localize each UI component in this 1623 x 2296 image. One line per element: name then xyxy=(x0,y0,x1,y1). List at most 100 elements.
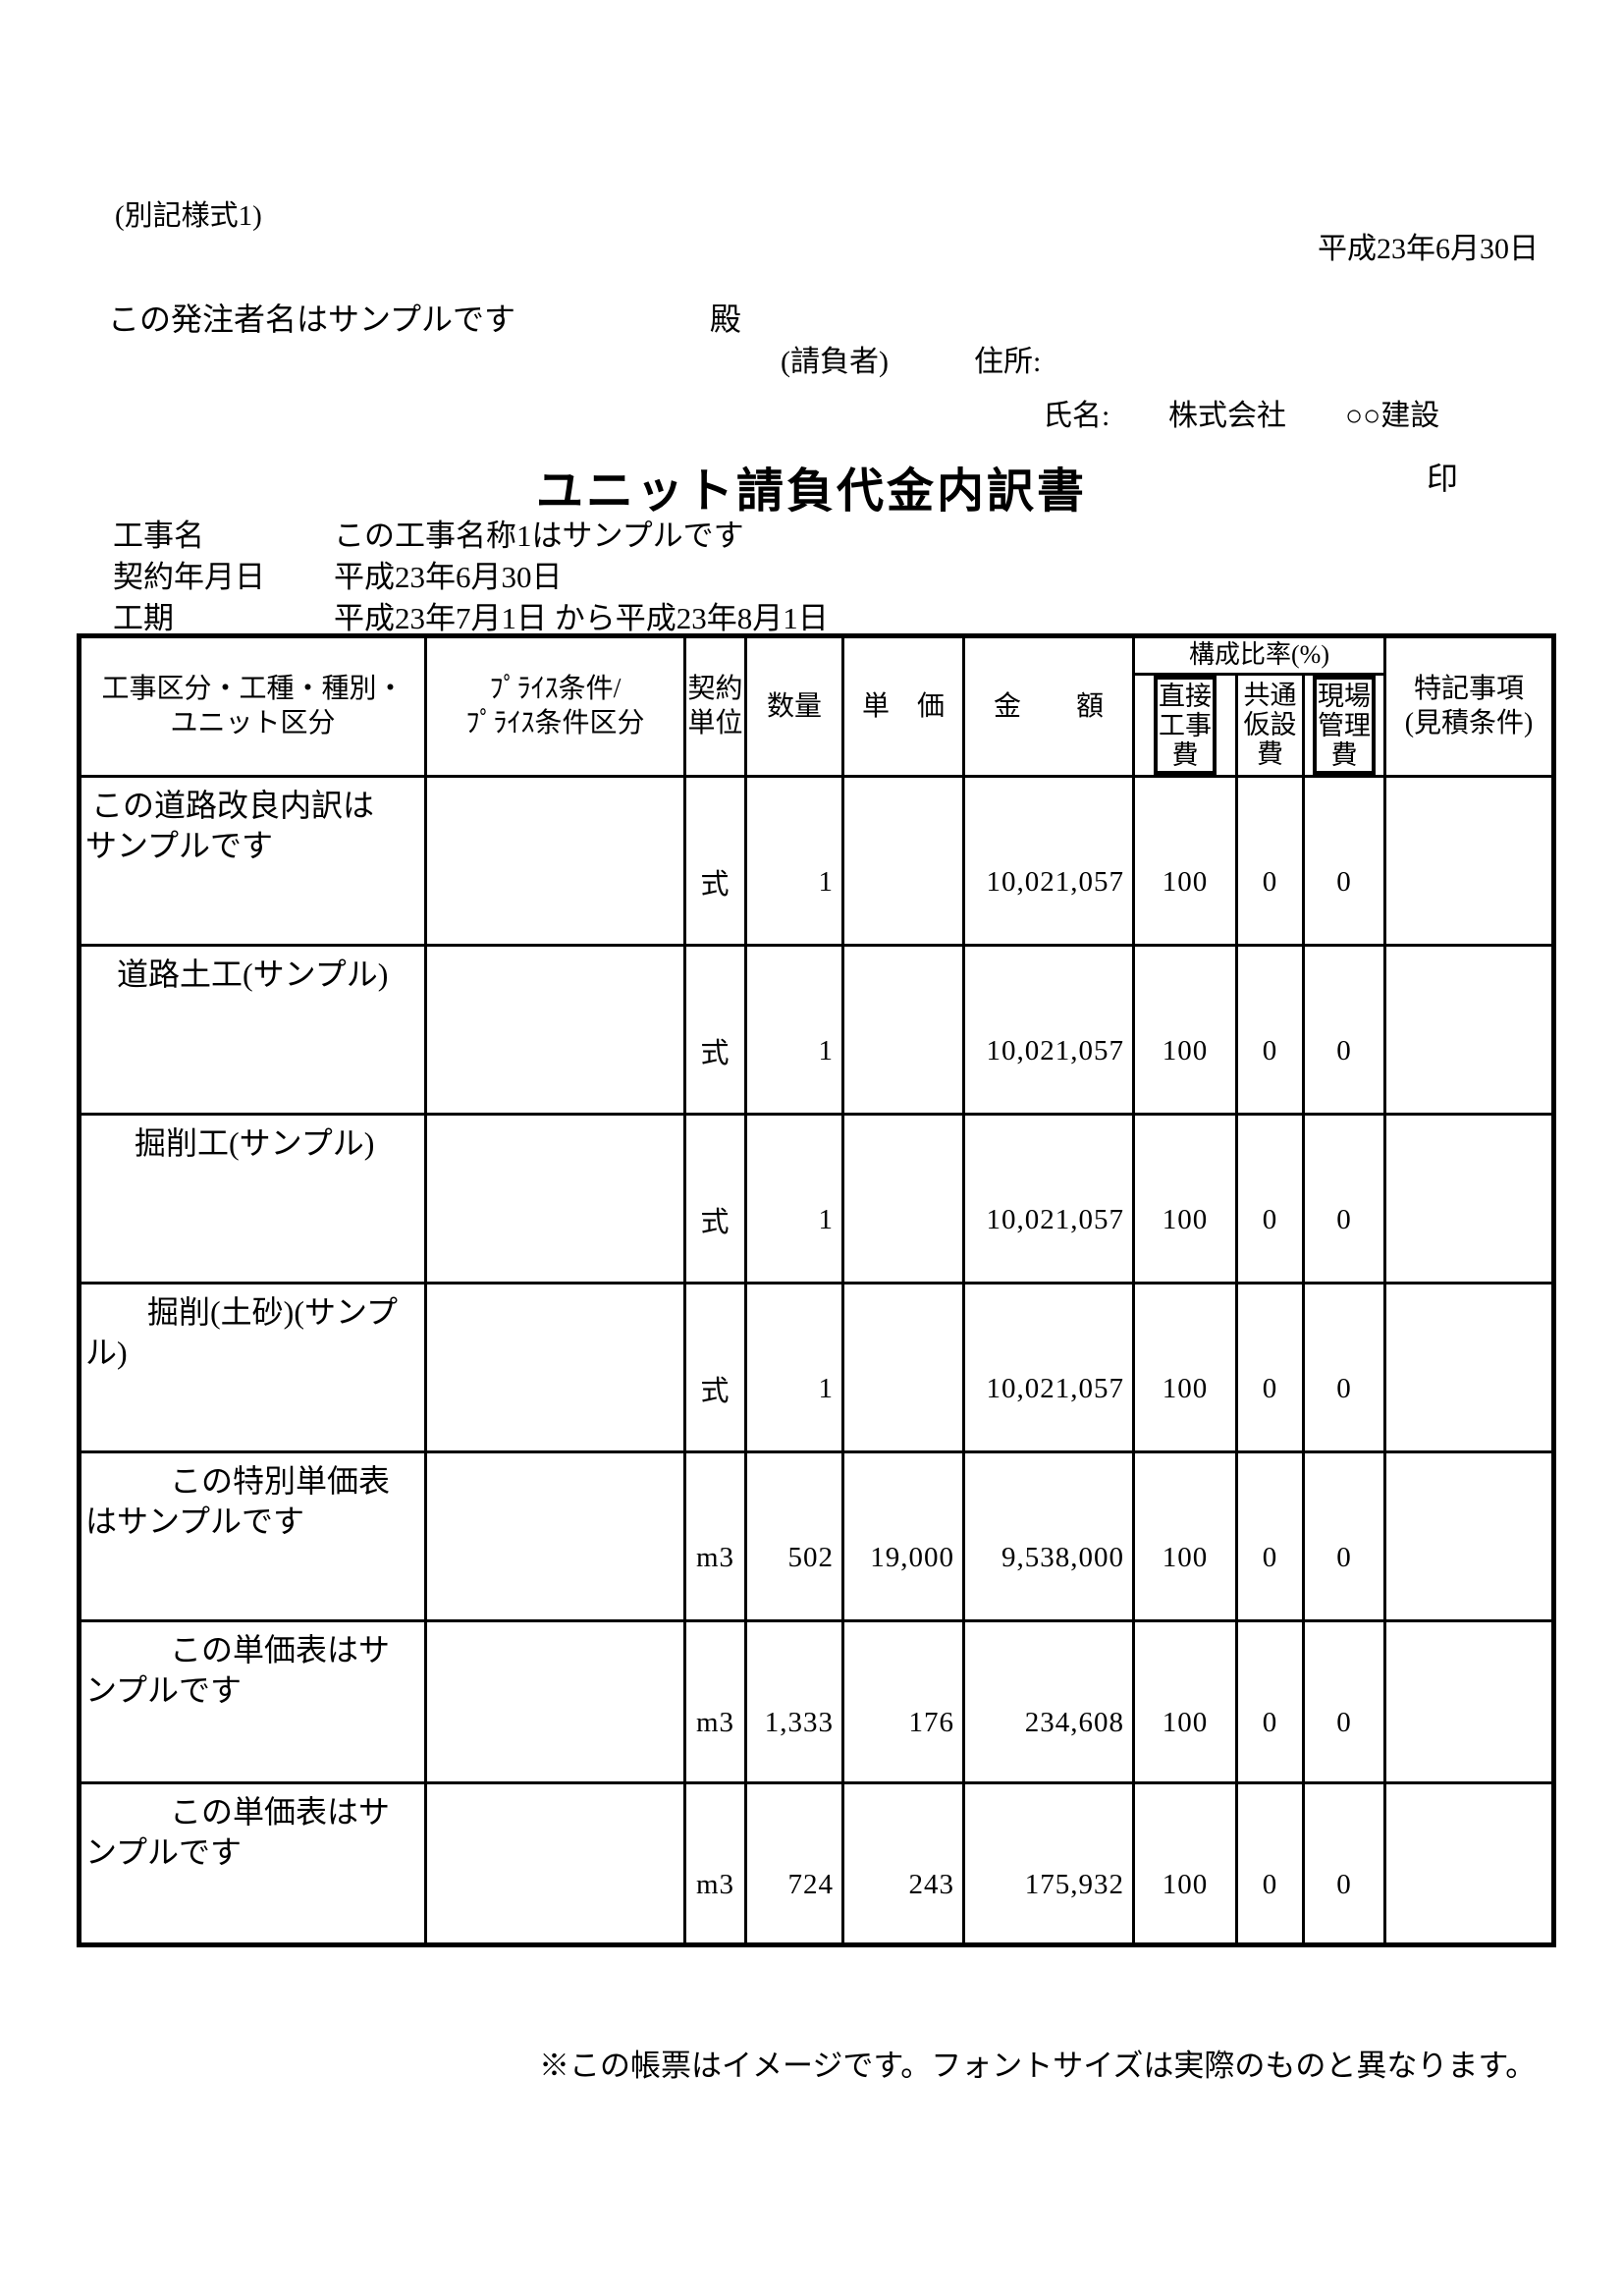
col-header-contract-unit-line1: 契約 xyxy=(687,674,743,705)
contractor-company-type: 株式会社 xyxy=(1168,400,1286,432)
cell-category: この特別単価表はサンプルです xyxy=(78,1449,427,1622)
cell-unit-price: 19,000 xyxy=(841,1449,965,1622)
cell-note xyxy=(1383,1780,1556,1946)
cell-direct-ratio: 100 xyxy=(1132,943,1238,1116)
cell-site-ratio: 0 xyxy=(1301,1449,1387,1622)
issue-date: 平成23年6月30日 xyxy=(1318,233,1539,265)
cell-quantity: 1 xyxy=(744,943,844,1116)
cell-price-condition xyxy=(424,1449,686,1622)
cell-amount: 10,021,057 xyxy=(962,774,1135,947)
cell-site-ratio: 0 xyxy=(1301,774,1387,947)
footer-note: ※この帳票はイメージです。フォントサイズは実際のものと異なります。 xyxy=(539,2049,1537,2083)
address-label: 住所: xyxy=(974,346,1042,378)
table-row: この道路改良内訳はサンプルです 式 1 10,021,057 100 0 0 xyxy=(78,774,1556,947)
cell-unit: m3 xyxy=(683,1618,747,1784)
cell-amount: 10,021,057 xyxy=(962,1281,1135,1453)
cell-unit: 式 xyxy=(683,943,747,1116)
cell-unit: 式 xyxy=(683,1112,747,1285)
col-header-direct-cost: 直接工事費 xyxy=(1132,673,1238,778)
direct-cost-boxed-label: 直接工事費 xyxy=(1154,677,1217,774)
field-value-contract-date: 平成23年6月30日 xyxy=(334,560,563,594)
cell-note xyxy=(1383,774,1556,947)
cell-category: 道路土工(サンプル) xyxy=(78,943,427,1116)
cell-site-ratio: 0 xyxy=(1301,1112,1387,1285)
col-header-notes-line1: 特記事項 xyxy=(1414,674,1525,705)
table-row: この特別単価表はサンプルです m3 502 19,000 9,538,000 1… xyxy=(78,1449,1556,1622)
seal-mark: 印 xyxy=(1427,461,1459,496)
cell-category: この単価表はサンプルです xyxy=(78,1618,427,1784)
cell-unit: 式 xyxy=(683,1281,747,1453)
cell-direct-ratio: 100 xyxy=(1132,1112,1238,1285)
field-value-construction-name: この工事名称1はサンプルです xyxy=(334,519,744,553)
cell-common-ratio: 0 xyxy=(1235,774,1305,947)
cell-unit: 式 xyxy=(683,774,747,947)
field-label-contract-date: 契約年月日 xyxy=(113,560,265,594)
contractor-label: (請負者) xyxy=(781,346,889,378)
table-row: 道路土工(サンプル) 式 1 10,021,057 100 0 0 xyxy=(78,943,1556,1116)
cell-amount: 10,021,057 xyxy=(962,1112,1135,1285)
common-temp-cost-label: 共通仮設費 xyxy=(1243,681,1297,770)
col-header-quantity: 数量 xyxy=(744,634,844,778)
cell-category: この単価表はサンプルです xyxy=(78,1780,427,1946)
addressee-name: この発注者名はサンプルです xyxy=(108,301,516,337)
col-header-price-condition-line1: ﾌﾟﾗｲｽ条件/ xyxy=(489,674,622,705)
field-label-construction-name: 工事名 xyxy=(113,519,204,553)
cell-category: 掘削(土砂)(サンプル) xyxy=(78,1281,427,1453)
addressee-honorific: 殿 xyxy=(710,301,742,337)
col-header-notes-line2: (見積条件) xyxy=(1404,708,1534,739)
cell-direct-ratio: 100 xyxy=(1132,1618,1238,1784)
cell-note xyxy=(1383,1112,1556,1285)
cell-quantity: 1 xyxy=(744,1281,844,1453)
cell-unit-price: 176 xyxy=(841,1618,965,1784)
contractor-company-name: ○○建設 xyxy=(1345,400,1440,432)
cell-site-ratio: 0 xyxy=(1301,1281,1387,1453)
cell-quantity: 1,333 xyxy=(744,1618,844,1784)
cell-note xyxy=(1383,943,1556,1116)
cell-category: 掘削工(サンプル) xyxy=(78,1112,427,1285)
col-header-contract-unit: 契約 単位 xyxy=(683,634,747,778)
cell-price-condition xyxy=(424,1780,686,1946)
col-header-unit-price: 単 価 xyxy=(841,634,965,778)
cell-price-condition xyxy=(424,774,686,947)
cell-direct-ratio: 100 xyxy=(1132,774,1238,947)
cell-category: この道路改良内訳はサンプルです xyxy=(78,774,427,947)
cell-amount: 9,538,000 xyxy=(962,1449,1135,1622)
cell-note xyxy=(1383,1618,1556,1784)
cell-direct-ratio: 100 xyxy=(1132,1780,1238,1946)
col-header-category-line1: 工事区分・工種・種別・ xyxy=(101,674,405,705)
cell-common-ratio: 0 xyxy=(1235,1281,1305,1453)
col-header-contract-unit-line2: 単位 xyxy=(687,708,743,739)
name-label: 氏名: xyxy=(1043,400,1110,432)
col-header-category-line2: ユニット区分 xyxy=(170,708,336,739)
cell-site-ratio: 0 xyxy=(1301,1780,1387,1946)
cell-common-ratio: 0 xyxy=(1235,1618,1305,1784)
cell-price-condition xyxy=(424,943,686,1116)
form-style-note: (別記様式1) xyxy=(115,200,262,232)
cell-note xyxy=(1383,1449,1556,1622)
col-header-ratio-group: 構成比率(%) xyxy=(1131,634,1387,676)
table-row: 掘削工(サンプル) 式 1 10,021,057 100 0 0 xyxy=(78,1112,1556,1285)
col-header-price-condition-line2: ﾌﾟﾗｲｽ条件区分 xyxy=(465,708,645,739)
col-header-common-temp-cost: 共通仮設費 xyxy=(1235,673,1305,778)
cell-unit-price xyxy=(841,943,965,1116)
cell-unit: m3 xyxy=(683,1780,747,1946)
col-header-category: 工事区分・工種・種別・ ユニット区分 xyxy=(78,634,427,778)
cell-amount: 175,932 xyxy=(962,1780,1135,1946)
field-value-construction-period: 平成23年7月1日 から平成23年8月1日 xyxy=(334,601,829,635)
cell-site-ratio: 0 xyxy=(1301,943,1387,1116)
cell-amount: 234,608 xyxy=(962,1618,1135,1784)
cell-unit-price: 243 xyxy=(841,1780,965,1946)
cell-quantity: 502 xyxy=(744,1449,844,1622)
table-row: 掘削(土砂)(サンプル) 式 1 10,021,057 100 0 0 xyxy=(78,1281,1556,1453)
cell-note xyxy=(1383,1281,1556,1453)
field-label-construction-period: 工期 xyxy=(113,601,174,635)
cell-unit-price xyxy=(841,1112,965,1285)
cell-common-ratio: 0 xyxy=(1235,943,1305,1116)
table-row: この単価表はサンプルです m3 724 243 175,932 100 0 0 xyxy=(78,1780,1556,1946)
cell-price-condition xyxy=(424,1618,686,1784)
cell-common-ratio: 0 xyxy=(1235,1449,1305,1622)
cell-quantity: 724 xyxy=(744,1780,844,1946)
cell-unit-price xyxy=(841,1281,965,1453)
cell-quantity: 1 xyxy=(744,1112,844,1285)
